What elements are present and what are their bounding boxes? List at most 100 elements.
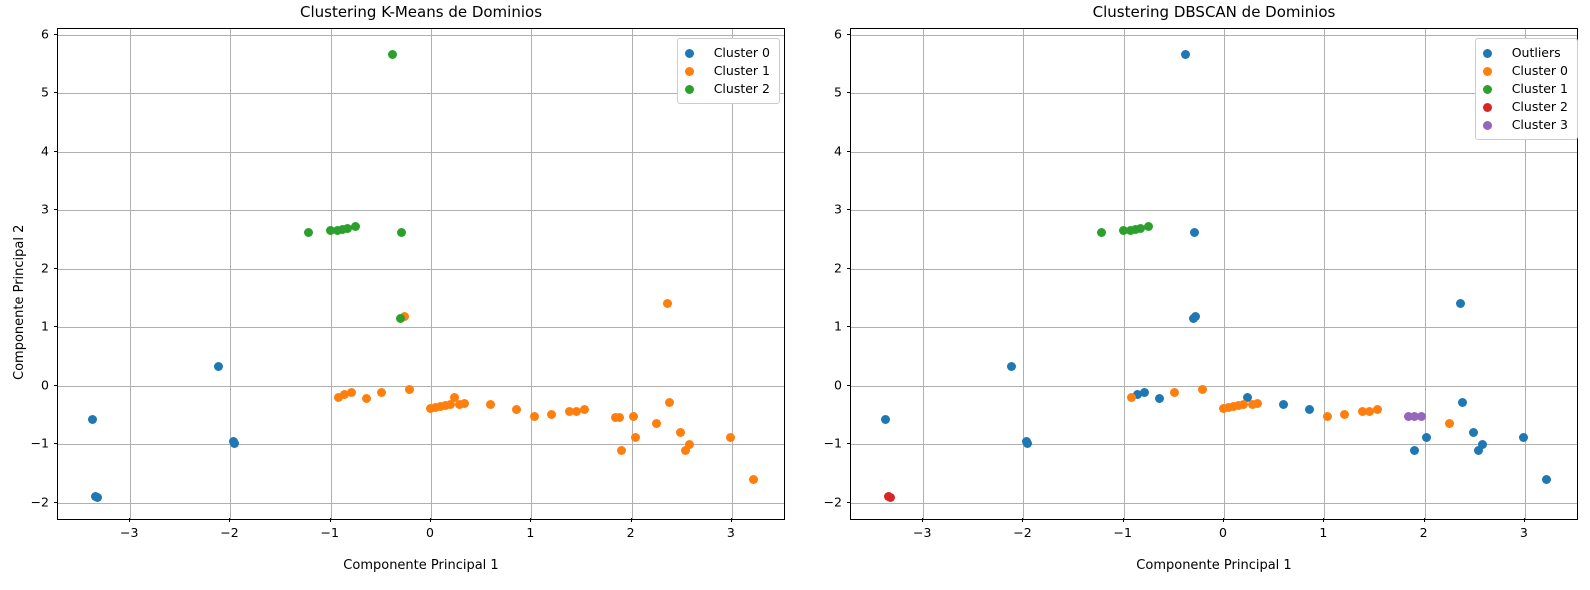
- data-point: [485, 400, 495, 410]
- data-point: [1136, 224, 1146, 234]
- y-tick-label: 0: [41, 377, 49, 393]
- x-tick-mark: [329, 518, 331, 522]
- x-tick-mark: [1122, 518, 1124, 522]
- data-point: [440, 401, 450, 411]
- y-tick-mark: [53, 326, 57, 328]
- x-tick-label: −2: [1013, 525, 1032, 540]
- gridline-horizontal: [851, 210, 1577, 212]
- data-point: [333, 225, 343, 235]
- gridline-horizontal: [58, 151, 784, 153]
- x-tick-mark: [922, 518, 924, 522]
- data-point: [1474, 446, 1484, 456]
- legend-marker-icon: [1482, 66, 1492, 76]
- legend-kmeans[interactable]: Cluster 0 Cluster 1 Cluster 2: [676, 38, 780, 104]
- data-point: [617, 446, 627, 456]
- data-point: [726, 432, 736, 442]
- plot-area-dbscan: [850, 28, 1578, 520]
- legend-marker-icon: [1482, 84, 1492, 94]
- x-tick-label: 1: [526, 525, 535, 540]
- data-point: [1181, 50, 1191, 60]
- gridline-vertical: [631, 29, 633, 519]
- y-tick-mark: [846, 326, 850, 328]
- y-tick-mark: [846, 150, 850, 152]
- gridline-vertical: [1424, 29, 1426, 519]
- y-tick-label: 5: [834, 84, 842, 100]
- data-point: [459, 399, 469, 409]
- legend-dbscan[interactable]: Outliers Cluster 0 Cluster 1 Cluster 2 Clust…: [1474, 38, 1578, 140]
- legend-item-label: Outliers: [1511, 44, 1561, 60]
- gridline-vertical: [1023, 29, 1025, 519]
- gridline-horizontal: [58, 268, 784, 270]
- data-point: [213, 361, 223, 371]
- gridline-vertical: [531, 29, 533, 519]
- y-tick-label: 1: [834, 318, 842, 334]
- legend-item[interactable]: Cluster 0: [1482, 62, 1568, 80]
- data-point: [1252, 399, 1262, 409]
- data-point: [92, 493, 102, 503]
- legend-item[interactable]: Cluster 1: [684, 62, 770, 80]
- y-tick-label: 4: [834, 143, 842, 159]
- data-point: [546, 409, 556, 419]
- gridline-horizontal: [851, 34, 1577, 36]
- y-tick-label: 0: [834, 377, 842, 393]
- data-point: [454, 399, 464, 409]
- data-point: [676, 427, 686, 437]
- x-tick-label: −1: [320, 525, 339, 540]
- data-point: [1410, 446, 1420, 456]
- legend-item[interactable]: Cluster 0: [684, 44, 770, 62]
- legend-marker-icon: [684, 84, 694, 94]
- data-point: [1304, 404, 1314, 414]
- data-point: [1126, 225, 1136, 235]
- legend-item[interactable]: Cluster 2: [1482, 98, 1568, 116]
- y-tick-mark: [846, 443, 850, 445]
- data-point: [1170, 388, 1180, 398]
- gridline-vertical: [731, 29, 733, 519]
- legend-item[interactable]: Cluster 3: [1482, 116, 1568, 134]
- x-tick-mark: [1323, 518, 1325, 522]
- y-tick-label: −1: [30, 435, 49, 451]
- gridline-vertical: [431, 29, 433, 519]
- data-point: [1404, 411, 1414, 421]
- gridline-vertical: [1224, 29, 1226, 519]
- gridline-horizontal: [58, 444, 784, 446]
- x-tick-mark: [730, 518, 732, 522]
- y-tick-mark: [53, 267, 57, 269]
- data-point: [1097, 227, 1107, 237]
- gridline-horizontal: [851, 327, 1577, 329]
- legend-item[interactable]: Outliers: [1482, 44, 1568, 62]
- y-tick-mark: [846, 384, 850, 386]
- gridline-horizontal: [851, 93, 1577, 95]
- data-point: [343, 224, 353, 234]
- legend-marker-icon: [1482, 102, 1492, 112]
- legend-item[interactable]: Cluster 2: [684, 80, 770, 98]
- y-tick-mark: [53, 150, 57, 152]
- gridline-horizontal: [58, 385, 784, 387]
- data-point: [338, 225, 348, 235]
- x-tick-label: 1: [1319, 525, 1328, 540]
- y-tick-mark: [846, 501, 850, 503]
- data-point: [1131, 225, 1141, 235]
- y-tick-mark: [53, 209, 57, 211]
- y-tick-label: 2: [834, 260, 842, 276]
- gridline-vertical: [330, 29, 332, 519]
- data-point: [1478, 439, 1488, 449]
- data-point: [1022, 439, 1032, 449]
- data-point: [388, 50, 398, 60]
- legend-item[interactable]: Cluster 1: [1482, 80, 1568, 98]
- data-point: [571, 406, 581, 416]
- y-tick-mark: [53, 384, 57, 386]
- gridline-vertical: [923, 29, 925, 519]
- legend-item-label: Cluster 1: [1511, 80, 1568, 96]
- y-tick-label: −1: [823, 435, 842, 451]
- y-tick-label: 3: [834, 201, 842, 217]
- x-tick-label: −3: [119, 525, 139, 540]
- data-point: [749, 475, 759, 485]
- data-point: [362, 394, 372, 404]
- data-point: [1417, 411, 1427, 421]
- y-tick-mark: [846, 209, 850, 211]
- y-tick-label: −2: [823, 494, 842, 510]
- legend-marker-icon: [684, 66, 694, 76]
- y-tick-mark: [53, 501, 57, 503]
- gridline-horizontal: [851, 385, 1577, 387]
- data-point: [405, 385, 415, 395]
